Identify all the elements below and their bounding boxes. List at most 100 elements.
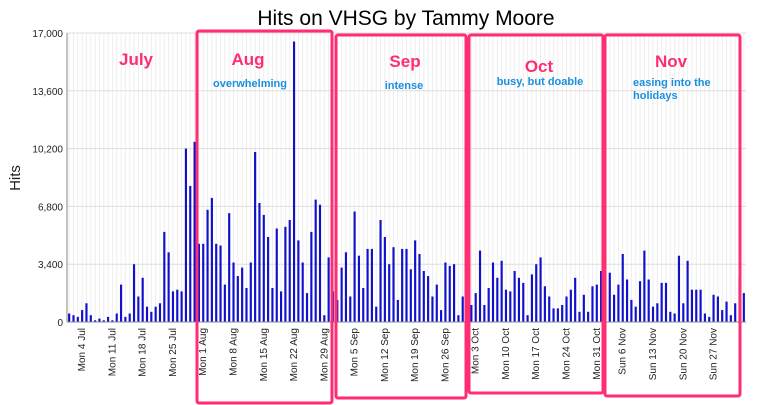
bar [491,262,495,322]
bar [305,293,309,322]
bar [128,313,131,322]
bar [504,289,508,322]
highlight-box-nov [603,33,742,398]
bar [267,237,270,322]
bar [375,306,378,322]
bar [457,315,460,322]
highlight-box-sep [334,33,468,400]
bar [141,277,144,322]
bar [167,252,170,322]
x-tick-label: Mon 8 Aug [229,328,240,376]
x-tick-label: Mon 10 Oct [501,328,512,380]
x-tick-label: Mon 26 Sep [440,328,451,382]
bar [496,277,499,322]
x-tick-label: Mon 4 Jul [77,328,88,371]
bar [81,310,84,322]
month-label-sep: Sep [389,52,420,71]
bar [673,313,676,322]
bar [137,296,140,322]
bar [102,320,105,322]
x-tick-label: Sun 27 Nov [709,328,720,380]
bar [440,310,443,322]
bar [569,289,572,322]
x-tick-labels: Mon 4 Jul Mon 11 Jul Mon 18 Jul Mon 25 Jul M… [77,328,720,382]
bar [405,248,408,322]
bar [613,294,616,322]
bar [349,296,352,322]
bar [431,296,434,322]
bar [150,311,153,322]
bar [487,288,490,322]
bar [664,282,668,322]
bar [357,255,361,322]
bar [85,303,88,322]
bar [180,291,183,322]
bar [111,320,114,322]
x-tick-label: Mon 3 Oct [471,328,482,374]
x-tick-label: Mon 24 Oct [562,328,573,380]
bar [340,267,343,322]
bar [461,296,464,322]
bar [677,255,681,322]
bar [742,293,745,322]
bar [703,313,706,322]
y-tick-label: 0 [57,318,63,329]
bar [526,315,529,322]
highlight-box-oct [467,33,605,395]
bar [171,291,175,322]
bar [297,240,300,322]
bar [690,289,694,322]
bar [232,262,235,322]
bar [288,220,291,322]
x-tick-label: Mon 29 Aug [319,328,330,381]
bar [556,308,559,322]
bar [548,296,551,322]
bar [721,310,724,322]
x-tick-label: Mon 15 Aug [259,328,270,381]
x-tick-label: Mon 12 Sep [380,328,391,382]
bar [158,303,162,322]
bar [124,316,127,322]
bar [284,226,287,322]
bar [245,288,248,322]
bar [517,277,521,322]
bar [418,254,421,322]
bar [271,288,274,322]
month-label-aug: Aug [231,50,264,69]
bar [98,318,101,322]
bar [427,276,430,322]
bar [638,281,642,322]
bar [228,213,231,322]
bar [483,305,486,322]
bar [647,279,650,322]
bar [197,243,200,322]
month-annotations: overwhelming intense busy, but doable easin… [213,76,711,102]
bar [301,262,304,322]
bar [275,228,278,322]
annotation-sep: intense [385,80,424,92]
bar [535,264,538,322]
bar [725,301,728,322]
bar [409,269,412,322]
month-highlight-boxes [195,29,742,405]
bar [383,237,386,322]
bar [323,315,326,322]
bar [206,209,209,322]
bar [370,248,373,322]
bar [154,306,157,322]
month-label-oct: Oct [525,57,554,76]
bar [388,264,391,322]
x-tick-label: Mon 22 Aug [289,328,300,381]
y-axis-label: Hits [7,165,24,191]
bar [625,279,629,322]
bar [574,277,577,322]
bar [280,291,283,322]
y-tick-label: 3,400 [38,260,63,271]
bar [189,186,192,322]
bar [621,254,624,322]
bar [435,284,438,322]
bar [656,303,659,322]
month-label-nov: Nov [655,52,688,71]
bar [513,271,516,322]
